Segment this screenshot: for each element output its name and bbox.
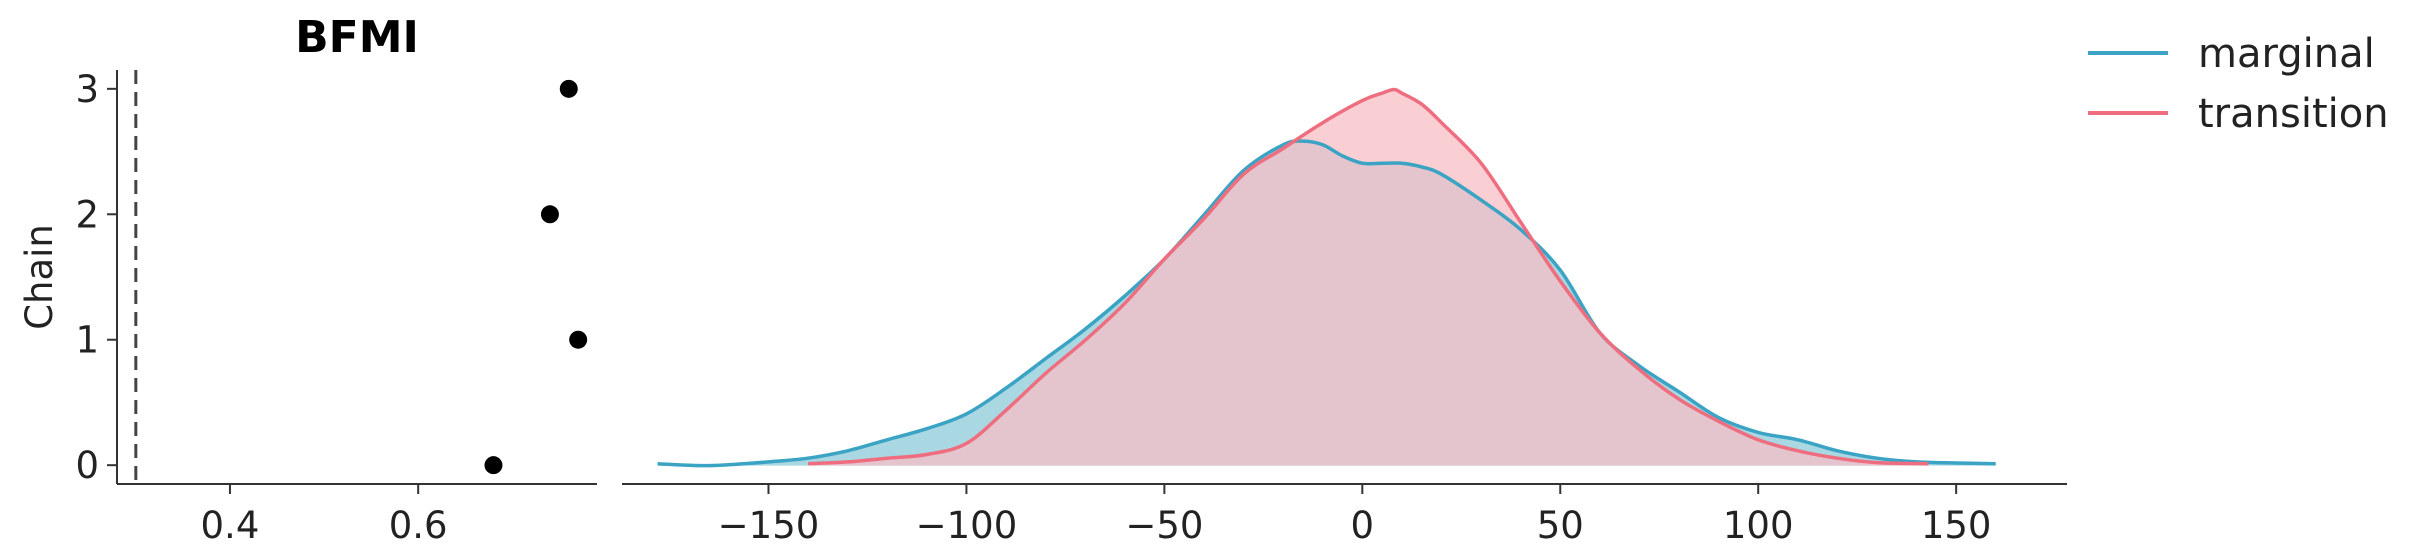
chain-axis-label: Chain — [18, 224, 61, 330]
energy-panel: −150 −100 −50 0 50 100 150 — [622, 87, 2067, 547]
bfmi-point — [540, 205, 559, 224]
bfmi-point — [484, 456, 503, 475]
energy-x-tick-label: 0 — [1351, 504, 1375, 547]
bfmi-y-ticks: 0 1 2 3 — [75, 68, 117, 487]
energy-x-tick-label: 100 — [1723, 504, 1794, 547]
energy-x-ticks: −150 −100 −50 0 50 100 150 — [718, 484, 1992, 547]
legend-marginal-label: marginal — [2198, 31, 2375, 77]
energy-x-tick-label: 50 — [1537, 504, 1584, 547]
bfmi-x-tick-label: 0.6 — [389, 504, 448, 547]
bfmi-x-ticks: 0.4 0.6 — [201, 484, 448, 547]
legend-transition-label: transition — [2198, 91, 2389, 137]
energy-x-tick-label: −150 — [718, 504, 820, 547]
energy-x-tick-label: −50 — [1125, 504, 1203, 547]
density-line-transition — [808, 87, 1929, 466]
bfmi-title: BFMI — [295, 12, 419, 63]
energy-density-areas — [657, 87, 1996, 468]
bfmi-y-tick-label: 3 — [75, 68, 99, 111]
bfmi-y-tick-label: 1 — [75, 319, 99, 362]
bfmi-point — [559, 79, 578, 98]
bfmi-points — [484, 79, 588, 475]
bfmi-y-tick-label: 0 — [75, 444, 99, 487]
density-line-marginal — [657, 139, 1996, 468]
bfmi-point — [569, 330, 588, 349]
bfmi-y-tick-label: 2 — [75, 193, 99, 236]
bfmi-x-tick-label: 0.4 — [201, 504, 260, 547]
density-fill-transition — [808, 89, 1929, 466]
legend: marginal transition — [2088, 31, 2389, 137]
energy-x-tick-label: 150 — [1921, 504, 1992, 547]
energy-x-tick-label: −100 — [916, 504, 1018, 547]
bfmi-panel: BFMI Chain 0 1 2 3 0.4 0.6 — [18, 12, 597, 547]
